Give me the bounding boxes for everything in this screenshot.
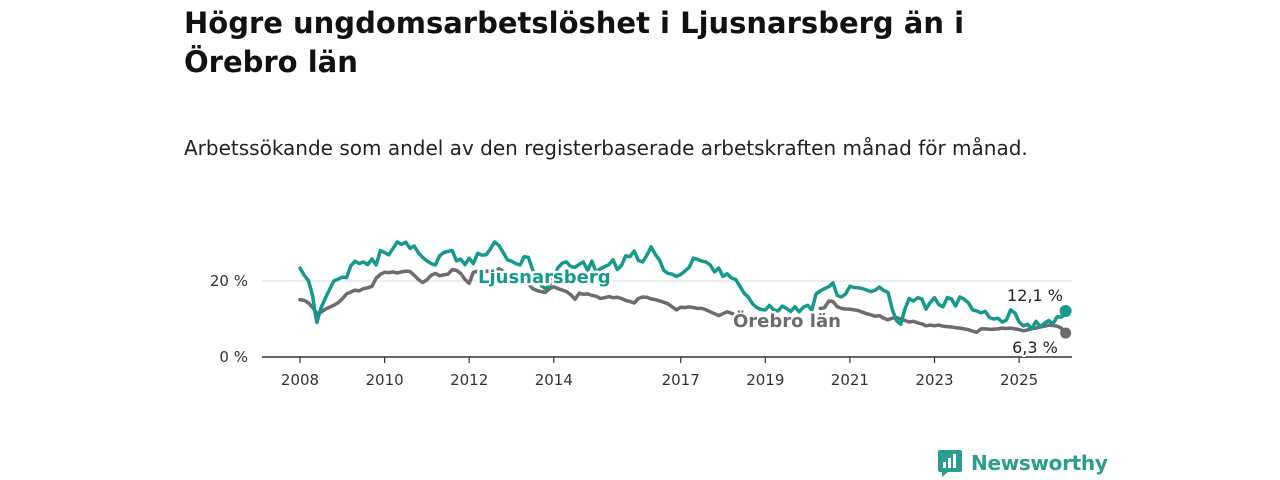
- newsworthy-logo-icon: [938, 450, 962, 477]
- x-tick-label: 2012: [450, 371, 488, 389]
- orebro-lan-line-late: [818, 299, 1068, 335]
- x-tick-label: 2021: [831, 371, 869, 389]
- orebro-lan-end-value: 6,3 %: [1012, 338, 1058, 357]
- orebro-lan-line: [298, 267, 742, 318]
- x-tick-label: 2019: [746, 371, 784, 389]
- orebro-lan-series-label: Örebro län: [733, 310, 841, 332]
- series-labels: Ljusnarsberg Örebro län 12,1 % 6,3 %: [476, 265, 1065, 360]
- y-tick-label: 20 %: [210, 272, 248, 290]
- x-tick-label: 2017: [662, 371, 700, 389]
- axes: 0 % 20 % 2008 2010 2012 2014 2017 2019 2021 2023 2…: [210, 272, 1072, 389]
- x-tick-label: 2025: [1000, 371, 1038, 389]
- x-tick-label: 2008: [281, 371, 319, 389]
- ljusnarsberg-series-label: Ljusnarsberg: [478, 267, 611, 288]
- x-tick-label: 2014: [535, 371, 573, 389]
- chart-title: Högre ungdomsarbetslöshet i Ljusnarsberg…: [184, 6, 965, 79]
- brand-name: Newsworthy: [971, 451, 1108, 475]
- x-tick-label: 2010: [366, 371, 404, 389]
- ljusnarsberg-end-point: [1059, 305, 1072, 318]
- chart-subtitle: Arbetssökande som andel av den registerb…: [184, 136, 1028, 160]
- x-tick-label: 2023: [915, 371, 953, 389]
- orebro-lan-end-point: [1060, 327, 1072, 339]
- ljusnarsberg-line: [298, 240, 1068, 331]
- newsworthy-brand[interactable]: Newsworthy: [937, 448, 1108, 478]
- series-lines: [298, 240, 1072, 339]
- ljusnarsberg-end-value: 12,1 %: [1007, 286, 1063, 305]
- y-tick-label: 0 %: [219, 348, 248, 366]
